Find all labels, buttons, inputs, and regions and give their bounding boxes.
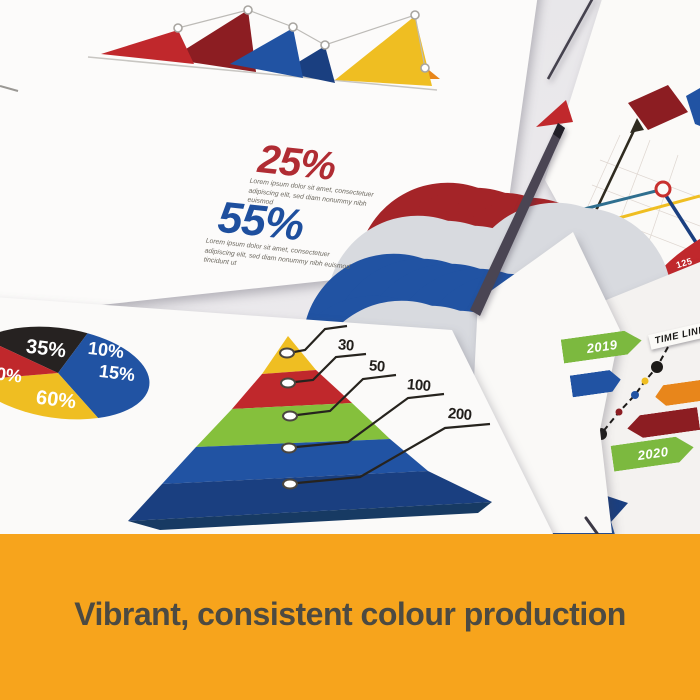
timeline-dot-yellow — [641, 377, 649, 385]
pie-label-blue-b: 15% — [97, 360, 137, 386]
baseline — [87, 56, 438, 91]
pyramid-callout-lines — [293, 324, 491, 485]
timeline-dot-red — [615, 408, 623, 416]
blue-shape — [686, 88, 700, 126]
pyramid-layer-green — [196, 403, 390, 447]
pen[interactable] — [470, 123, 565, 316]
caption-banner: Vibrant, consistent colour production — [0, 534, 700, 700]
peak-markers — [173, 5, 430, 73]
peak-connector-line — [177, 9, 426, 69]
pie-slice-black — [0, 326, 88, 373]
pen-tip-edge — [584, 516, 601, 538]
pyramid-label-50: 50 — [368, 357, 386, 376]
pencil[interactable] — [546, 0, 594, 80]
pyramid-layer-red — [232, 370, 352, 409]
pie-chart — [0, 326, 150, 420]
peak-chart — [0, 5, 440, 92]
caption-text: Vibrant, consistent colour production — [74, 596, 626, 632]
red-parallelogram — [628, 85, 688, 130]
red-marker — [654, 180, 672, 198]
blue-wedge — [604, 495, 628, 522]
pie-label-red: 0% — [0, 363, 24, 387]
pencil-tip-icon — [0, 85, 19, 92]
peak-dark-red — [170, 10, 256, 72]
pyramid-layer-blue — [162, 439, 428, 484]
pyramid-base-face — [128, 502, 492, 530]
axis-arrow-icon — [630, 118, 644, 133]
pie-slice-red — [0, 338, 58, 381]
pie-slice-yellow — [0, 373, 99, 420]
timeline-dot-blue — [631, 391, 639, 399]
year-start-label: 2019 — [585, 336, 619, 356]
pie-label-yellow: 60% — [34, 386, 78, 414]
peak-red — [101, 30, 194, 64]
pie-label-blue-a: 10% — [86, 337, 126, 363]
pyramid-layer-dark-blue — [128, 471, 492, 521]
peak-yellow — [335, 16, 432, 86]
pen-tip-icon — [553, 123, 565, 139]
pie-slice-blue — [58, 333, 150, 419]
pyramid-label-100: 100 — [406, 376, 432, 395]
pyramid-label-200: 200 — [447, 405, 473, 424]
peak-blue — [230, 28, 303, 78]
red-triangle — [536, 100, 573, 127]
pie-label-black: 35% — [24, 335, 68, 363]
timeline-chart — [590, 346, 669, 522]
pyramid-label-30: 30 — [337, 336, 355, 355]
blue-series-line — [661, 190, 699, 245]
year-end-label: 2020 — [636, 443, 670, 463]
pyramid-chart — [128, 324, 492, 530]
timeline-dot-black — [651, 361, 663, 373]
pyramid-callout-markers — [279, 347, 298, 490]
